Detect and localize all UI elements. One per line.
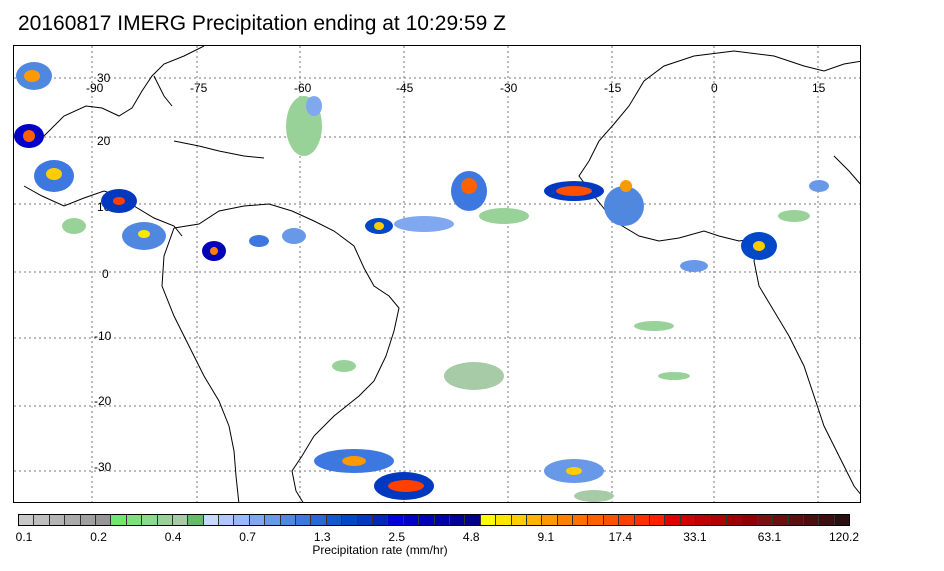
colorbar-cell [619,515,635,525]
colorbar-cell [280,515,297,525]
colorbar-cell [342,515,358,525]
colorbar [18,514,850,526]
lat-label: -30 [94,460,112,474]
lon-label: -60 [294,81,312,95]
colorbar-tick-label: 2.5 [388,530,406,544]
colorbar-cell [742,515,758,525]
lon-label: -75 [190,81,208,95]
colorbar-cell [834,515,850,525]
colorbar-tick-label: 120.2 [828,530,860,544]
lat-label: 20 [97,134,111,148]
colorbar-cell [634,515,651,525]
colorbar-cell [326,515,343,525]
lat-label: 0 [102,267,109,281]
colorbar-cell [788,515,804,525]
colorbar-cell [403,515,420,525]
colorbar-cell [296,515,312,525]
colorbar-cell [80,515,96,525]
lon-label: -90 [86,81,104,95]
colorbar-cell [650,515,666,525]
lat-label: -20 [94,394,112,408]
colorbar-cell [188,515,204,525]
colorbar-cell [588,515,604,525]
graticule [14,46,860,502]
colorbar-cell [434,515,450,525]
colorbar-tick-label: 0.1 [15,530,33,544]
colorbar-tick-label: 0.4 [164,530,182,544]
colorbar-cell [480,515,497,525]
colorbar-cell [65,515,81,525]
colorbar-cell [111,515,127,525]
lat-label: 30 [97,71,111,85]
coastlines [23,46,860,502]
colorbar-cell [49,515,66,525]
colorbar-cell [172,515,189,525]
colorbar-cell [126,515,143,525]
colorbar-cell [803,515,820,525]
colorbar-cell [603,515,620,525]
map-title: 20160817 IMERG Precipitation ending at 1… [18,12,506,35]
colorbar-cell [388,515,404,525]
lon-label: 0 [711,81,718,95]
colorbar-tick-label: 17.4 [608,530,633,544]
lat-label: -10 [94,329,112,343]
colorbar-cell [219,515,235,525]
colorbar-cell [573,515,589,525]
colorbar-tick-label: 63.1 [757,530,782,544]
colorbar-cell [696,515,712,525]
colorbar-cell [726,515,743,525]
colorbar-cell [773,515,789,525]
map-canvas: -90 -75 -60 -45 -30 -15 0 15 30 20 10 0 … [14,46,860,502]
colorbar-cell [665,515,681,525]
colorbar-tick-label: 0.7 [239,530,256,544]
colorbar-tick-label: 9.1 [537,530,555,544]
precipitation-map: -90 -75 -60 -45 -30 -15 0 15 30 20 10 0 … [13,45,861,503]
colorbar-tick-label: 0.2 [90,530,107,544]
colorbar-cell [449,515,466,525]
colorbar-cell [249,515,266,525]
colorbar-cell [34,515,50,525]
colorbar-cell [234,515,250,525]
precipitation-cells [14,62,829,502]
colorbar-tick-label: 1.3 [313,530,331,544]
colorbar-cell [511,515,527,525]
lon-label: -30 [500,81,518,95]
colorbar-cell [496,515,512,525]
colorbar-cell [680,515,697,525]
lon-label: -15 [604,81,622,95]
colorbar-cell [372,515,389,525]
colorbar-cell [142,515,158,525]
colorbar-cell [419,515,435,525]
colorbar-cell [157,515,173,525]
colorbar-tick-label: 4.8 [462,530,480,544]
colorbar-cell [819,515,835,525]
colorbar-cell [526,515,543,525]
colorbar-cell [465,515,481,525]
colorbar-title: Precipitation rate (mm/hr) [312,543,448,557]
colorbar-cell [311,515,327,525]
lon-label: 15 [812,81,826,95]
colorbar-tick-label: 33.1 [683,530,707,544]
colorbar-cell [542,515,558,525]
colorbar-cell [19,515,35,525]
colorbar-cell [357,515,373,525]
colorbar-cell [265,515,281,525]
colorbar-cell [711,515,727,525]
colorbar-cell [95,515,112,525]
colorbar-cell [203,515,220,525]
colorbar-cell [557,515,574,525]
lon-label: -45 [396,81,414,95]
colorbar-cell [757,515,774,525]
